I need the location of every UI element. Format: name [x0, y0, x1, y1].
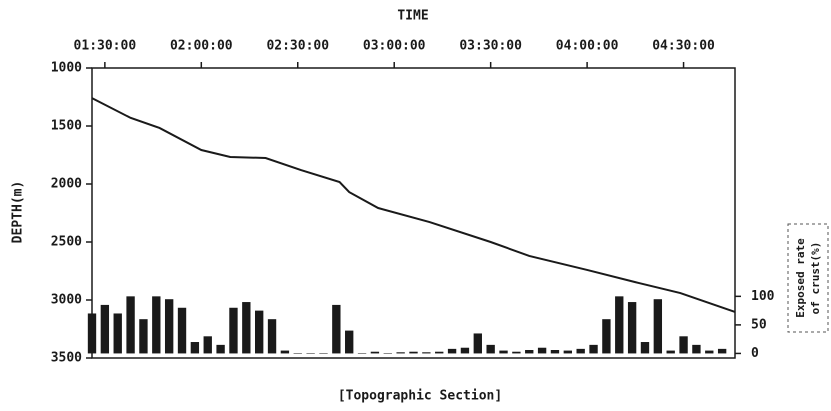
- exposed-rate-bar: [152, 296, 161, 354]
- exposed-rate-bar: [435, 351, 444, 354]
- exposed-rate-bar: [100, 304, 110, 354]
- exposed-rate-bar: [460, 347, 470, 354]
- exposed-rate-bar: [409, 351, 418, 354]
- exposed-rate-bar: [525, 350, 534, 354]
- exposed-rate-bar: [576, 348, 585, 354]
- exposed-rate-bar: [357, 353, 367, 354]
- exposed-rate-bar: [627, 302, 637, 354]
- y-tick-label: 2000: [51, 177, 82, 192]
- y2-label-box: [787, 223, 829, 333]
- plot-frame: [91, 67, 736, 359]
- exposed-rate-bar: [267, 319, 277, 354]
- y2-axis-label: Exposed rate: [794, 238, 807, 318]
- exposed-rate-bar: [216, 344, 225, 354]
- x-tick-label: 02:30:00: [266, 39, 329, 54]
- exposed-rate-bar: [383, 353, 392, 354]
- exposed-rate-bar: [242, 302, 251, 354]
- x-axis-label: TIME: [397, 9, 428, 24]
- exposed-rate-bar: [717, 348, 727, 354]
- exposed-rate-bar: [679, 336, 688, 354]
- exposed-rate-bar: [473, 333, 482, 354]
- exposed-rate-bar: [602, 319, 611, 354]
- exposed-rate-bar: [177, 307, 187, 354]
- exposed-rate-bar: [666, 350, 675, 354]
- exposed-rate-bar: [113, 313, 122, 354]
- exposed-rate-bar: [306, 353, 315, 354]
- y2-axis-label: of crust(%): [809, 242, 822, 315]
- y-tick-label: 3500: [51, 351, 82, 366]
- x-tick-label: 01:30:00: [74, 39, 137, 54]
- exposed-rate-bar: [705, 350, 714, 354]
- exposed-rate-bar: [332, 304, 341, 354]
- y2-tick-label: 100: [751, 289, 775, 304]
- exposed-rate-bar: [692, 344, 701, 354]
- exposed-rate-bar: [164, 299, 174, 354]
- exposed-rate-bar: [615, 296, 624, 354]
- y-tick-label: 2500: [51, 235, 82, 250]
- exposed-rate-bar: [345, 330, 354, 354]
- depth-line: [91, 97, 736, 313]
- exposed-rate-bar: [563, 350, 572, 354]
- x-tick-label: 03:00:00: [363, 39, 426, 54]
- exposed-rate-bar: [293, 353, 302, 354]
- x-tick-label: 04:30:00: [652, 39, 715, 54]
- exposed-rate-bar: [319, 353, 328, 354]
- exposed-rate-bar: [550, 350, 560, 354]
- exposed-rate-bar: [229, 307, 238, 354]
- exposed-rate-bar: [203, 336, 212, 354]
- exposed-rate-bar: [640, 342, 650, 354]
- y2-tick-label: 0: [751, 346, 759, 361]
- x-tick-label: 02:00:00: [170, 39, 233, 54]
- x-tick-label: 04:00:00: [556, 39, 619, 54]
- exposed-rate-bar: [190, 342, 200, 354]
- y2-tick-label: 50: [751, 317, 767, 332]
- exposed-rate-bar: [537, 347, 547, 354]
- exposed-rate-bar: [422, 352, 431, 354]
- y-tick-label: 1000: [51, 61, 82, 76]
- exposed-rate-bar: [447, 348, 457, 354]
- exposed-rate-bar: [126, 296, 135, 354]
- exposed-rate-bar: [499, 350, 508, 354]
- exposed-rate-bar: [396, 352, 405, 354]
- x-tick-label: 03:30:00: [459, 39, 522, 54]
- exposed-rate-bar: [255, 310, 264, 354]
- exposed-rate-bar: [280, 350, 290, 354]
- exposed-rate-bar: [87, 313, 97, 354]
- caption: [Topographic Section]: [338, 389, 502, 404]
- exposed-rate-bar: [486, 344, 495, 354]
- exposed-rate-bar: [139, 319, 148, 354]
- exposed-rate-bar: [653, 299, 663, 354]
- exposed-rate-bar: [370, 351, 380, 354]
- y-tick-label: 1500: [51, 119, 82, 134]
- exposed-rate-bar: [512, 351, 521, 354]
- exposed-rate-bar: [589, 344, 598, 354]
- y-axis-label: DEPTH(m): [11, 181, 26, 244]
- y-tick-label: 3000: [51, 293, 82, 308]
